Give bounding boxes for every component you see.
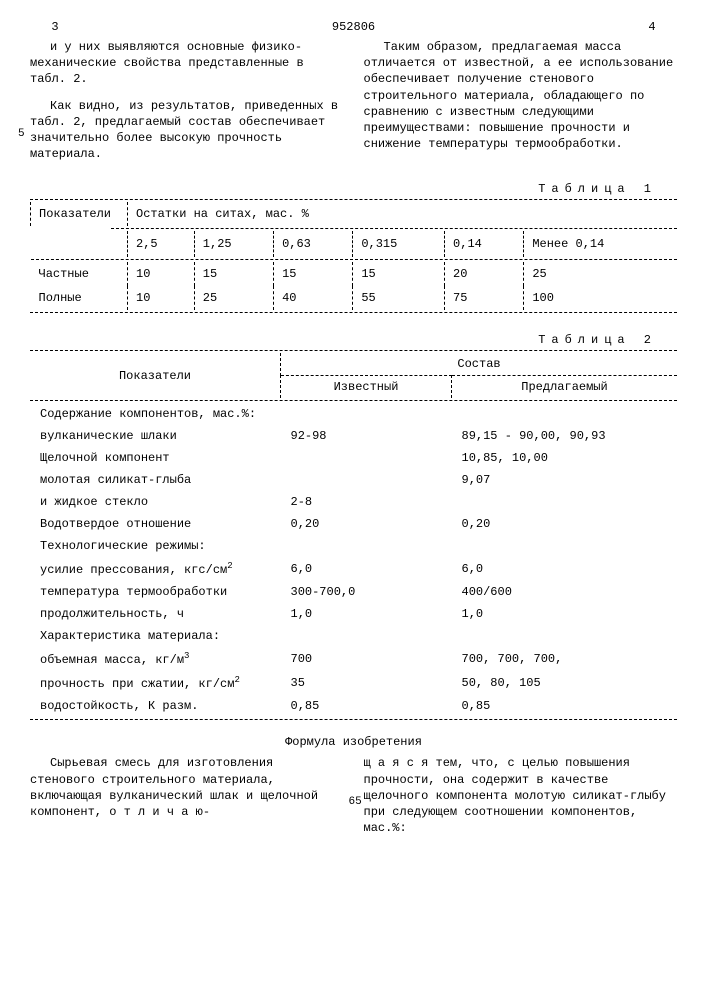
t2-row-label: Содержание компонентов, мас.%:	[30, 403, 281, 425]
t2-row-label: молотая силикат-глыба	[30, 469, 281, 491]
right-para-1: Таким образом, предлагаемая масса отлича…	[364, 39, 678, 152]
table2-label: Таблица 2	[30, 333, 657, 347]
t2-row-c2: 89,15 - 90,00, 90,93	[452, 425, 678, 447]
t2-row-c2: 0,85	[452, 695, 678, 717]
t2-row-c2	[452, 625, 678, 647]
doc-number: 952806	[329, 20, 379, 34]
t2-row-c1: 0,20	[281, 513, 452, 535]
t1-col-1: 1,25	[194, 231, 273, 257]
t2-row-c2	[452, 535, 678, 557]
t1-col-0: 2,5	[128, 231, 195, 257]
t2-row-c2: 9,07	[452, 469, 678, 491]
t2-sub-2: Предлагаемый	[452, 376, 678, 399]
divider	[30, 350, 677, 351]
t2-row-c1: 0,85	[281, 695, 452, 717]
t2-row-c2: 50, 80, 105	[452, 671, 678, 695]
formula-left: Сырьевая смесь для изготовления стеновог…	[30, 755, 344, 820]
formula-right: щ а я с я тем, что, с целью повышения пр…	[364, 756, 666, 835]
t2-head-1: Показатели	[30, 353, 281, 398]
t2-row-c2: 10,85, 10,00	[452, 447, 678, 469]
t2-row-label: продолжительность, ч	[30, 603, 281, 625]
t2-sub-1: Известный	[281, 376, 452, 399]
t1-r1c2: 40	[274, 286, 353, 310]
t2-row-c1: 35	[281, 671, 452, 695]
t1-row1-label: Полные	[31, 286, 128, 310]
t2-row-label: Технологические режимы:	[30, 535, 281, 557]
t2-row-c2	[452, 403, 678, 425]
t2-row-label: температура термообработки	[30, 581, 281, 603]
t1-col-4: 0,14	[445, 231, 524, 257]
left-para-2: Как видно, из результатов, приведенных в…	[30, 98, 344, 163]
t1-r0c0: 10	[128, 262, 195, 286]
t1-col-2: 0,63	[274, 231, 353, 257]
t2-row-label: Щелочной компонент	[30, 447, 281, 469]
t2-row-c1	[281, 469, 452, 491]
t2-row-c2	[452, 491, 678, 513]
t1-r1c5: 100	[524, 286, 677, 310]
margin-line-5: 5	[18, 128, 25, 140]
t2-row-c1: 1,0	[281, 603, 452, 625]
t1-r1c4: 75	[445, 286, 524, 310]
table-1: Показатели Остатки на ситах, мас. % 2,5 …	[30, 202, 677, 310]
page-number-left: 3	[30, 20, 80, 34]
t2-head-2: Состав	[281, 353, 678, 376]
t2-row-c1: 700	[281, 647, 452, 671]
table1-label: Таблица 1	[30, 182, 657, 196]
t2-row-c1	[281, 625, 452, 647]
t1-r0c5: 25	[524, 262, 677, 286]
t2-row-c1	[281, 447, 452, 469]
t1-r0c1: 15	[194, 262, 273, 286]
divider	[30, 312, 677, 313]
t2-row-c1	[281, 535, 452, 557]
t1-r0c4: 20	[445, 262, 524, 286]
t1-col-3: 0,315	[353, 231, 445, 257]
t2-row-c2: 400/600	[452, 581, 678, 603]
page-number-right: 4	[627, 20, 677, 34]
t1-r0c2: 15	[274, 262, 353, 286]
table-2: Показатели Состав Известный Предлагаемый…	[30, 353, 677, 717]
t2-row-label: прочность при сжатии, кг/см2	[30, 671, 281, 695]
t1-head-2: Остатки на ситах, мас. %	[128, 202, 678, 226]
t2-row-c1: 2-8	[281, 491, 452, 513]
t2-row-label: водостойкость, К разм.	[30, 695, 281, 717]
t1-col-5: Менее 0,14	[524, 231, 677, 257]
left-para-1: и у них выявляются основные физико-механ…	[30, 39, 344, 88]
t1-r1c0: 10	[128, 286, 195, 310]
t2-row-label: Водотвердое отношение	[30, 513, 281, 535]
t2-row-label: Характеристика материала:	[30, 625, 281, 647]
t2-row-c1	[281, 403, 452, 425]
formula-title: Формула изобретения	[30, 735, 677, 749]
t2-row-label: усилие прессования, кгс/см2	[30, 557, 281, 581]
t1-r0c3: 15	[353, 262, 445, 286]
t2-row-c1: 300-700,0	[281, 581, 452, 603]
t1-blank	[31, 231, 128, 257]
t2-row-c2: 700, 700, 700,	[452, 647, 678, 671]
t2-row-label: вулканические шлаки	[30, 425, 281, 447]
t1-row0-label: Частные	[31, 262, 128, 286]
margin-line-65: 65	[349, 795, 362, 810]
t2-row-c2: 6,0	[452, 557, 678, 581]
divider	[30, 719, 677, 720]
t2-row-c1: 92-98	[281, 425, 452, 447]
t2-row-label: и жидкое стекло	[30, 491, 281, 513]
t2-row-label: объемная масса, кг/м3	[30, 647, 281, 671]
t2-row-c2: 1,0	[452, 603, 678, 625]
t2-row-c1: 6,0	[281, 557, 452, 581]
t2-row-c2: 0,20	[452, 513, 678, 535]
t1-r1c1: 25	[194, 286, 273, 310]
divider	[30, 199, 677, 200]
t1-r1c3: 55	[353, 286, 445, 310]
t1-head-1: Показатели	[31, 202, 128, 226]
